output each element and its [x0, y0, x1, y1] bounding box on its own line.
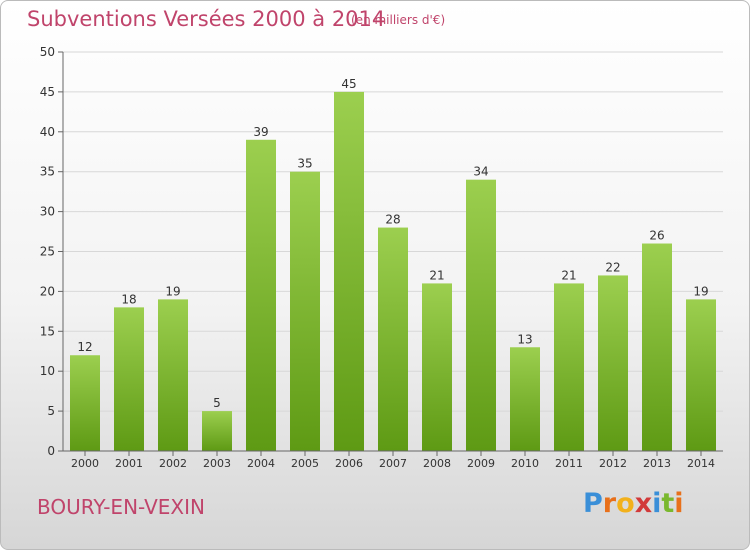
- x-tick-label: 2011: [555, 457, 583, 470]
- y-tick-label: 0: [47, 444, 55, 458]
- bar: [466, 179, 496, 451]
- bars: 12 18 19 5 39 35 45 28 21 34 13 21 22 26 19: [70, 77, 716, 452]
- data-label: 26: [649, 229, 664, 243]
- x-tick-label: 2000: [71, 457, 99, 470]
- bar: [202, 411, 232, 451]
- bar: [290, 171, 320, 451]
- data-label: 21: [561, 268, 576, 282]
- commune-name: BOURY-EN-VEXIN: [37, 495, 205, 519]
- logo-letter: x: [634, 488, 653, 519]
- data-label: 39: [253, 125, 268, 139]
- y-axis: 0 5 10 15 20 25 30 35 40 45 50: [40, 45, 64, 458]
- y-tick-label: 35: [40, 165, 55, 179]
- bar: [598, 275, 628, 451]
- bar: [642, 243, 672, 451]
- bar: [114, 307, 144, 451]
- y-tick-label: 20: [40, 284, 55, 298]
- y-tick-label: 50: [40, 45, 55, 59]
- y-tick-label: 30: [40, 205, 55, 219]
- bar: [422, 283, 452, 451]
- y-tick-label: 45: [40, 85, 55, 99]
- x-tick-label: 2007: [379, 457, 407, 470]
- logo-letter: r: [602, 488, 617, 519]
- y-tick-label: 5: [47, 404, 55, 418]
- bar: [246, 139, 276, 451]
- y-tick-label: 25: [40, 245, 55, 259]
- x-tick-label: 2003: [203, 457, 231, 470]
- logo-letter: P: [583, 488, 603, 519]
- bar: [554, 283, 584, 451]
- x-tick-label: 2004: [247, 457, 275, 470]
- logo-letter: t: [661, 488, 675, 519]
- data-label: 19: [165, 284, 180, 298]
- x-tick-label: 2005: [291, 457, 319, 470]
- data-label: 45: [341, 77, 356, 91]
- proxiti-logo: Proxiti: [583, 488, 684, 519]
- data-label: 19: [693, 284, 708, 298]
- data-label: 35: [297, 157, 312, 171]
- chart-title: Subventions Versées 2000 à 2014: [27, 7, 386, 31]
- data-label: 18: [121, 292, 136, 306]
- x-tick-label: 2009: [467, 457, 495, 470]
- bar: [70, 355, 100, 451]
- chart-subtitle: (en milliers d'€): [351, 13, 446, 27]
- data-label: 28: [385, 213, 400, 227]
- data-label: 21: [429, 268, 444, 282]
- data-label: 22: [605, 260, 620, 274]
- x-tick-label: 2001: [115, 457, 143, 470]
- x-tick-label: 2006: [335, 457, 363, 470]
- bar: [378, 227, 408, 451]
- x-tick-label: 2010: [511, 457, 539, 470]
- bar: [510, 347, 540, 451]
- data-label: 5: [213, 396, 221, 410]
- x-tick-label: 2014: [687, 457, 715, 470]
- data-label: 13: [517, 332, 532, 346]
- bar: [334, 91, 364, 452]
- y-tick-label: 40: [40, 125, 55, 139]
- logo-letter: i: [652, 488, 662, 519]
- bar: [158, 299, 188, 451]
- bar: [686, 299, 716, 451]
- logo-letter: o: [616, 488, 635, 519]
- x-tick-label: 2002: [159, 457, 187, 470]
- y-tick-label: 15: [40, 324, 55, 338]
- x-axis: 2000 2001 2002 2003 2004 2005 2006 2007 2008 2009…: [63, 450, 723, 470]
- logo-letter: i: [674, 488, 684, 519]
- data-label: 12: [77, 340, 92, 354]
- x-tick-label: 2013: [643, 457, 671, 470]
- data-label: 34: [473, 165, 488, 179]
- x-tick-label: 2012: [599, 457, 627, 470]
- x-tick-label: 2008: [423, 457, 451, 470]
- y-tick-label: 10: [40, 364, 55, 378]
